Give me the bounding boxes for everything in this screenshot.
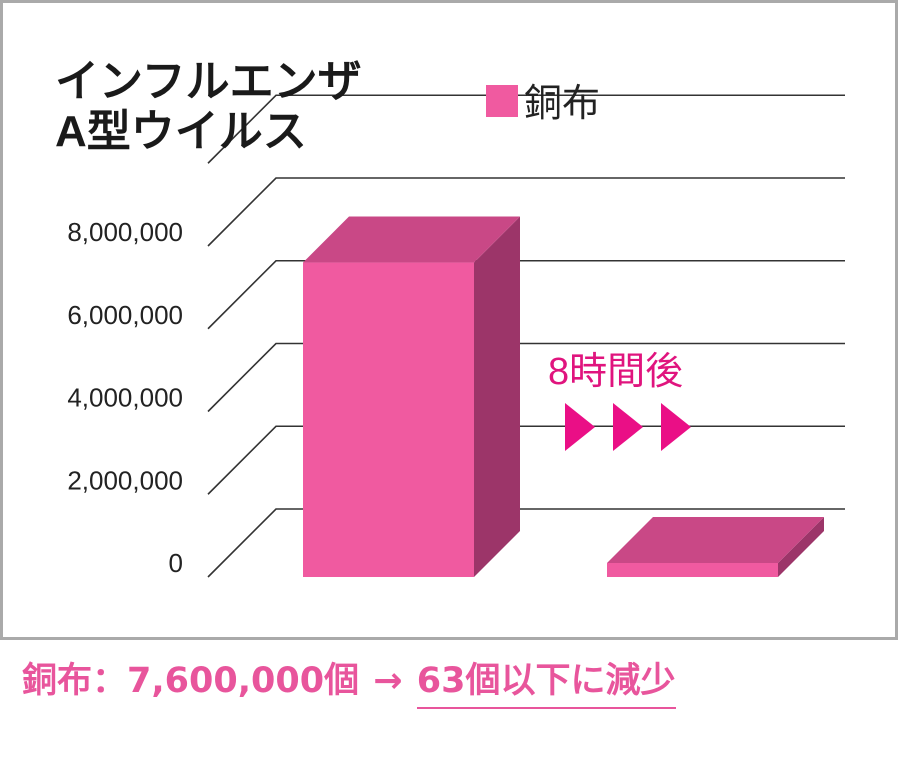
legend-swatch: [486, 85, 518, 117]
result-caption: 銅布：7,600,000個 → 63個以下に減少: [22, 652, 676, 712]
chart-title-line: A型ウイルス: [55, 107, 307, 156]
bar: [607, 563, 778, 577]
legend-label: 銅布: [524, 83, 600, 125]
grid-line: [207, 425, 845, 495]
time-annotation: 8時間後: [548, 351, 683, 393]
bar-side: [778, 517, 824, 577]
y-tick-label: 8,000,000: [67, 217, 183, 247]
grid-line: [207, 259, 845, 330]
play-arrow-icon: [661, 403, 691, 451]
grid-line: [207, 508, 845, 578]
caption-result: 63個以下に減少: [416, 652, 676, 709]
bar-top: [607, 517, 824, 563]
grid-line: [207, 94, 845, 164]
play-arrow-icon: [613, 403, 643, 451]
grid-line: [207, 177, 845, 247]
bar-chart: 0 2,000,000 4,000,000 6,000,000 8,000,000 8時間…: [0, 0, 898, 640]
chart-title-line: インフルエンザ: [55, 57, 362, 106]
y-tick-label: 4,000,000: [67, 383, 183, 413]
chart-frame: 0 2,000,000 4,000,000 6,000,000 8,000,000 8時間…: [0, 0, 898, 640]
grid-line: [207, 342, 845, 413]
bar-top: [303, 216, 520, 263]
y-tick-label: 0: [169, 548, 183, 578]
bar-side: [474, 216, 520, 578]
bar: [303, 262, 474, 577]
y-tick-label: 2,000,000: [67, 465, 183, 495]
play-arrow-icon: [565, 403, 595, 451]
caption-label: 銅布：7,600,000個: [22, 661, 360, 701]
arrow-icon: →: [373, 661, 403, 701]
y-tick-label: 6,000,000: [67, 300, 183, 330]
